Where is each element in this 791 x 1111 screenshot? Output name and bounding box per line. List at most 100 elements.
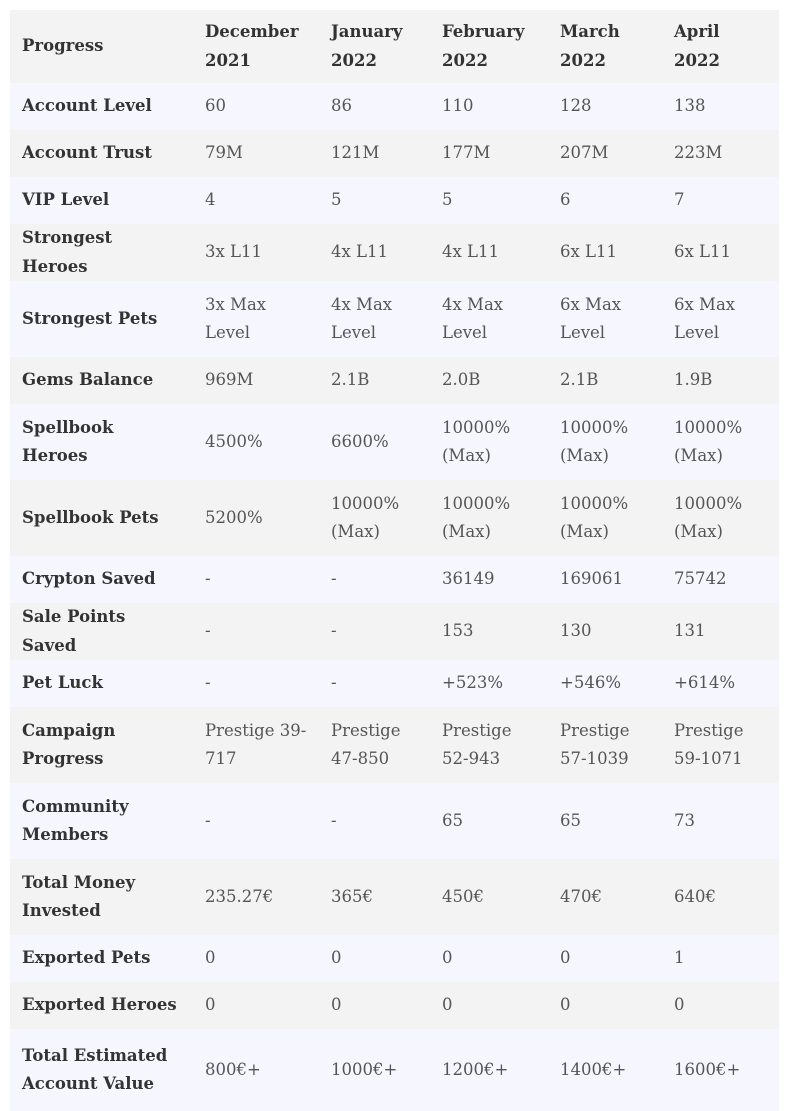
table-cell: 1000€+ bbox=[331, 1059, 398, 1079]
table-row-crypton-saved: Crypton Saved - - 36149 169061 75742 bbox=[10, 556, 779, 603]
table-row-pet-luck: Pet Luck - - +523% +546% +614% bbox=[10, 660, 779, 707]
table-cell: 0 bbox=[560, 948, 571, 968]
table-cell: 640€ bbox=[674, 886, 716, 906]
table-cell: 177M bbox=[442, 143, 491, 163]
row-label: Exported Heroes bbox=[22, 995, 177, 1015]
row-label: Sale Points Saved bbox=[22, 607, 126, 655]
table-cell: Prestige 59-1071 bbox=[674, 720, 744, 769]
progress-table: Progress December 2021 January 2022 Febr… bbox=[10, 10, 779, 1111]
table-cell: 10000% (Max) bbox=[674, 417, 743, 466]
table-cell: 60 bbox=[205, 96, 226, 116]
table-cell: Prestige 52-943 bbox=[442, 720, 512, 769]
table-cell: 7 bbox=[674, 190, 685, 210]
table-cell: 1200€+ bbox=[442, 1059, 509, 1079]
table-cell: 130 bbox=[560, 621, 592, 641]
table-cell: 4500% bbox=[205, 431, 263, 451]
table-cell: 4x L11 bbox=[331, 242, 389, 262]
table-cell: 969M bbox=[205, 370, 254, 390]
table-row-gems-balance: Gems Balance 969M 2.1B 2.0B 2.1B 1.9B bbox=[10, 357, 779, 404]
table-cell: 3x Max Level bbox=[205, 294, 267, 343]
table-cell: 0 bbox=[205, 995, 216, 1015]
table-row-vip-level: VIP Level 4 5 5 6 7 bbox=[10, 177, 779, 224]
table-cell: 4x Max Level bbox=[331, 294, 393, 343]
table-row-spellbook-heroes: Spellbook Heroes 4500% 6600% 10000% (Max… bbox=[10, 404, 779, 480]
table-cell: 4x L11 bbox=[442, 242, 500, 262]
table-cell: 138 bbox=[674, 96, 706, 116]
row-label: VIP Level bbox=[22, 190, 110, 210]
table-cell: 5200% bbox=[205, 507, 263, 527]
table-cell: 1400€+ bbox=[560, 1059, 627, 1079]
table-row-strongest-pets: Strongest Pets 3x Max Level 4x Max Level… bbox=[10, 281, 779, 357]
table-cell: 6x L11 bbox=[560, 242, 618, 262]
table-cell: +546% bbox=[560, 673, 621, 693]
table-cell: 1 bbox=[674, 948, 685, 968]
table-cell: 1600€+ bbox=[674, 1059, 741, 1079]
table-cell: - bbox=[205, 673, 211, 693]
table-cell: - bbox=[331, 569, 337, 589]
table-cell: 207M bbox=[560, 143, 609, 163]
table-row-total-money-invested: Total Money Invested 235.27€ 365€ 450€ 4… bbox=[10, 859, 779, 935]
table-cell: 6x Max Level bbox=[560, 294, 622, 343]
table-cell: Prestige 57-1039 bbox=[560, 720, 630, 769]
table-cell: 0 bbox=[205, 948, 216, 968]
row-label: Account Trust bbox=[22, 143, 152, 163]
column-header-progress: Progress bbox=[22, 36, 104, 56]
table-cell: 10000% (Max) bbox=[560, 493, 629, 542]
table-row-sale-points-saved: Sale Points Saved - - 153 130 131 bbox=[10, 603, 779, 660]
row-label: Strongest Pets bbox=[22, 308, 158, 328]
table-cell: 73 bbox=[674, 810, 695, 830]
table-cell: - bbox=[205, 569, 211, 589]
table-cell: 128 bbox=[560, 96, 592, 116]
row-label: Pet Luck bbox=[22, 673, 103, 693]
column-header-march-2022: March 2022 bbox=[560, 22, 620, 70]
table-cell: 10000% (Max) bbox=[442, 417, 511, 466]
table-cell: 169061 bbox=[560, 569, 623, 589]
table-row-total-estimated-account-value: Total Estimated Account Value 800€+ 1000… bbox=[10, 1029, 779, 1111]
table-cell: 75742 bbox=[674, 569, 727, 589]
table-cell: 10000% (Max) bbox=[442, 493, 511, 542]
table-cell: 0 bbox=[331, 995, 342, 1015]
table-cell: 121M bbox=[331, 143, 380, 163]
table-cell: - bbox=[331, 810, 337, 830]
table-cell: 2.1B bbox=[331, 370, 370, 390]
table-cell: 2.1B bbox=[560, 370, 599, 390]
table-cell: Prestige 39-717 bbox=[205, 720, 307, 769]
table-cell: 223M bbox=[674, 143, 723, 163]
table-cell: Prestige 47-850 bbox=[331, 720, 401, 769]
column-header-december-2021: December 2021 bbox=[205, 22, 299, 70]
row-label: Campaign Progress bbox=[22, 720, 116, 769]
table-cell: 0 bbox=[331, 948, 342, 968]
table-cell: 6 bbox=[560, 190, 571, 210]
table-cell: 5 bbox=[442, 190, 453, 210]
table-row-community-members: Community Members - - 65 65 73 bbox=[10, 783, 779, 859]
table-cell: 1.9B bbox=[674, 370, 713, 390]
table-row-strongest-heroes: Strongest Heroes 3x L11 4x L11 4x L11 6x… bbox=[10, 224, 779, 281]
table-cell: - bbox=[205, 621, 211, 641]
column-header-february-2022: February 2022 bbox=[442, 22, 525, 70]
table-row-exported-heroes: Exported Heroes 0 0 0 0 0 bbox=[10, 982, 779, 1029]
table-row-account-trust: Account Trust 79M 121M 177M 207M 223M bbox=[10, 130, 779, 177]
table-cell: 0 bbox=[560, 995, 571, 1015]
table-cell: 10000% (Max) bbox=[674, 493, 743, 542]
table-cell: +523% bbox=[442, 673, 503, 693]
table-cell: 36149 bbox=[442, 569, 495, 589]
table-cell: - bbox=[331, 621, 337, 641]
row-label: Community Members bbox=[22, 796, 129, 845]
table-cell: 131 bbox=[674, 621, 706, 641]
table-cell: - bbox=[331, 673, 337, 693]
table-row-campaign-progress: Campaign Progress Prestige 39-717 Presti… bbox=[10, 707, 779, 783]
table-cell: 470€ bbox=[560, 886, 602, 906]
row-label: Exported Pets bbox=[22, 948, 151, 968]
row-label: Total Money Invested bbox=[22, 872, 136, 921]
table-cell: 86 bbox=[331, 96, 352, 116]
table-cell: 65 bbox=[442, 810, 463, 830]
row-label: Spellbook Heroes bbox=[22, 417, 114, 466]
table-row-spellbook-pets: Spellbook Pets 5200% 10000% (Max) 10000%… bbox=[10, 480, 779, 556]
row-label: Total Estimated Account Value bbox=[22, 1045, 168, 1094]
table-cell: 10000% (Max) bbox=[560, 417, 629, 466]
table-header-row: Progress December 2021 January 2022 Febr… bbox=[10, 10, 779, 83]
table-row-account-level: Account Level 60 86 110 128 138 bbox=[10, 83, 779, 130]
table-cell: 10000% (Max) bbox=[331, 493, 400, 542]
table-cell: 6600% bbox=[331, 431, 389, 451]
table-cell: 800€+ bbox=[205, 1059, 261, 1079]
